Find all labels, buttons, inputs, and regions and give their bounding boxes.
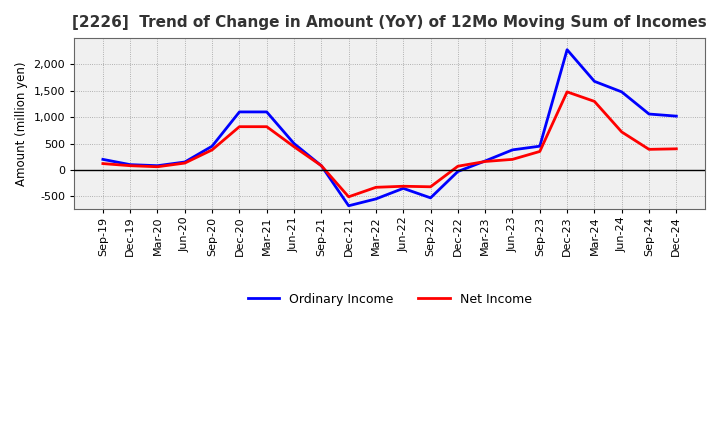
- Net Income: [208, 147, 217, 153]
- Title: [2226]  Trend of Change in Amount (YoY) of 12Mo Moving Sum of Incomes: [2226] Trend of Change in Amount (YoY) o…: [72, 15, 707, 30]
- Net Income: [235, 124, 244, 129]
- Ordinary Income: [289, 141, 298, 146]
- Ordinary Income: [617, 89, 626, 95]
- Net Income: [289, 144, 298, 149]
- Net Income: [126, 163, 135, 169]
- Net Income: [508, 157, 517, 162]
- Net Income: [99, 161, 107, 166]
- Ordinary Income: [644, 111, 653, 117]
- Ordinary Income: [317, 163, 325, 169]
- Net Income: [426, 184, 435, 190]
- Net Income: [481, 159, 490, 164]
- Net Income: [181, 161, 189, 166]
- Net Income: [153, 164, 162, 169]
- Legend: Ordinary Income, Net Income: Ordinary Income, Net Income: [243, 288, 536, 311]
- Line: Ordinary Income: Ordinary Income: [103, 50, 676, 206]
- Net Income: [536, 149, 544, 154]
- Net Income: [317, 163, 325, 169]
- Ordinary Income: [181, 159, 189, 165]
- Ordinary Income: [481, 158, 490, 164]
- Ordinary Income: [262, 109, 271, 114]
- Ordinary Income: [126, 162, 135, 167]
- Ordinary Income: [344, 203, 353, 209]
- Ordinary Income: [508, 147, 517, 153]
- Ordinary Income: [536, 143, 544, 149]
- Ordinary Income: [208, 143, 217, 149]
- Ordinary Income: [426, 195, 435, 201]
- Net Income: [672, 146, 680, 151]
- Ordinary Income: [372, 196, 380, 202]
- Net Income: [344, 194, 353, 199]
- Y-axis label: Amount (million yen): Amount (million yen): [15, 62, 28, 186]
- Net Income: [372, 185, 380, 190]
- Line: Net Income: Net Income: [103, 92, 676, 197]
- Net Income: [617, 129, 626, 135]
- Ordinary Income: [235, 109, 244, 114]
- Net Income: [399, 183, 408, 189]
- Ordinary Income: [672, 114, 680, 119]
- Net Income: [563, 89, 572, 95]
- Net Income: [262, 124, 271, 129]
- Ordinary Income: [563, 47, 572, 52]
- Ordinary Income: [454, 169, 462, 174]
- Ordinary Income: [399, 186, 408, 191]
- Ordinary Income: [590, 79, 599, 84]
- Ordinary Income: [153, 163, 162, 169]
- Net Income: [644, 147, 653, 152]
- Net Income: [590, 99, 599, 104]
- Net Income: [454, 164, 462, 169]
- Ordinary Income: [99, 157, 107, 162]
